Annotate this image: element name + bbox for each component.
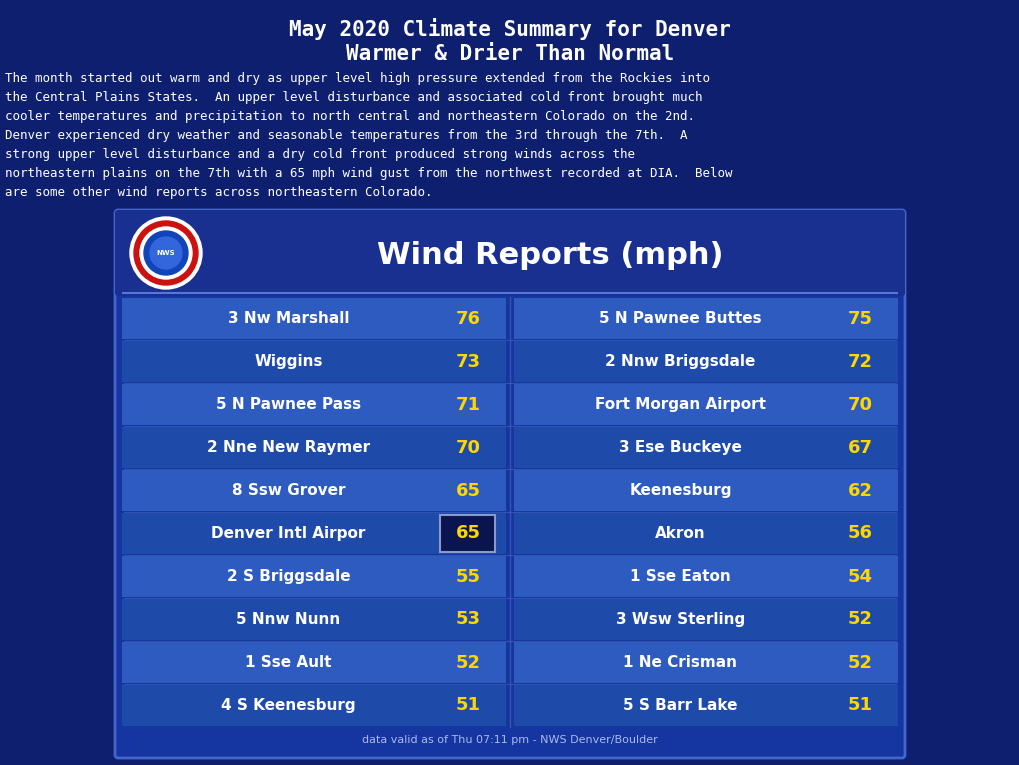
Text: Wind Reports (mph): Wind Reports (mph): [376, 240, 722, 269]
Text: data valid as of Thu 07:11 pm - NWS Denver/Boulder: data valid as of Thu 07:11 pm - NWS Denv…: [362, 735, 657, 745]
Circle shape: [129, 217, 202, 289]
Text: 76: 76: [455, 310, 480, 327]
FancyBboxPatch shape: [115, 210, 904, 758]
Text: 5 S Barr Lake: 5 S Barr Lake: [623, 698, 737, 713]
Circle shape: [133, 221, 198, 285]
Text: 3 Wsw Sterling: 3 Wsw Sterling: [615, 612, 745, 627]
Text: 51: 51: [455, 696, 480, 715]
Text: Denver Intl Airpor: Denver Intl Airpor: [211, 526, 366, 541]
Text: The month started out warm and dry as upper level high pressure extended from th: The month started out warm and dry as up…: [5, 72, 709, 85]
Bar: [122, 427, 505, 468]
Text: 2 Nne New Raymer: 2 Nne New Raymer: [207, 440, 370, 455]
Bar: [122, 556, 505, 597]
Text: 72: 72: [847, 353, 871, 370]
Text: 55: 55: [455, 568, 480, 585]
Bar: [440, 515, 495, 552]
Circle shape: [150, 237, 181, 269]
Bar: [122, 513, 505, 554]
Text: 5 Nnw Nunn: 5 Nnw Nunn: [236, 612, 340, 627]
Bar: [514, 556, 897, 597]
Text: Warmer & Drier Than Normal: Warmer & Drier Than Normal: [345, 44, 674, 64]
Text: 4 S Keenesburg: 4 S Keenesburg: [221, 698, 356, 713]
Text: Wiggins: Wiggins: [254, 354, 322, 369]
Text: 3 Ese Buckeye: 3 Ese Buckeye: [619, 440, 741, 455]
Text: May 2020 Climate Summary for Denver: May 2020 Climate Summary for Denver: [288, 18, 731, 40]
Text: 65: 65: [455, 525, 480, 542]
Bar: [514, 599, 897, 640]
Text: 75: 75: [847, 310, 871, 327]
Bar: [514, 685, 897, 726]
Text: 52: 52: [455, 653, 480, 672]
Bar: [122, 599, 505, 640]
Text: cooler temperatures and precipitation to north central and northeastern Colorado: cooler temperatures and precipitation to…: [5, 110, 694, 123]
Text: 1 Sse Eaton: 1 Sse Eaton: [630, 569, 731, 584]
Bar: [122, 642, 505, 683]
Text: Keenesburg: Keenesburg: [629, 483, 731, 498]
Bar: [514, 427, 897, 468]
Text: 54: 54: [847, 568, 871, 585]
Bar: [122, 298, 505, 339]
Text: strong upper level disturbance and a dry cold front produced strong winds across: strong upper level disturbance and a dry…: [5, 148, 635, 161]
Bar: [122, 470, 505, 511]
Text: northeastern plains on the 7th with a 65 mph wind gust from the northwest record: northeastern plains on the 7th with a 65…: [5, 167, 732, 180]
Circle shape: [144, 231, 187, 275]
Text: 67: 67: [847, 438, 871, 457]
Bar: [122, 341, 505, 382]
Circle shape: [140, 227, 192, 279]
Bar: [514, 384, 897, 425]
FancyBboxPatch shape: [115, 210, 904, 296]
Text: 56: 56: [847, 525, 871, 542]
Text: Denver experienced dry weather and seasonable temperatures from the 3rd through : Denver experienced dry weather and seaso…: [5, 129, 687, 142]
Text: 70: 70: [455, 438, 480, 457]
Text: 73: 73: [455, 353, 480, 370]
Text: Akron: Akron: [654, 526, 705, 541]
Text: 70: 70: [847, 396, 871, 414]
Bar: [514, 341, 897, 382]
Text: 65: 65: [455, 481, 480, 500]
Text: NWS: NWS: [157, 250, 175, 256]
Text: 2 Nnw Briggsdale: 2 Nnw Briggsdale: [604, 354, 755, 369]
Text: 1 Ne Crisman: 1 Ne Crisman: [623, 655, 737, 670]
Text: 5 N Pawnee Pass: 5 N Pawnee Pass: [216, 397, 361, 412]
Bar: [122, 685, 505, 726]
Bar: [514, 470, 897, 511]
Text: are some other wind reports across northeastern Colorado.: are some other wind reports across north…: [5, 186, 432, 199]
Text: the Central Plains States.  An upper level disturbance and associated cold front: the Central Plains States. An upper leve…: [5, 91, 702, 104]
Bar: [514, 298, 897, 339]
Text: 52: 52: [847, 610, 871, 629]
Text: 71: 71: [455, 396, 480, 414]
Text: 62: 62: [847, 481, 871, 500]
Text: 52: 52: [847, 653, 871, 672]
Text: 2 S Briggsdale: 2 S Briggsdale: [226, 569, 350, 584]
Text: 5 N Pawnee Buttes: 5 N Pawnee Buttes: [598, 311, 761, 326]
Text: 53: 53: [455, 610, 480, 629]
Text: 3 Nw Marshall: 3 Nw Marshall: [227, 311, 348, 326]
Bar: [514, 513, 897, 554]
Text: 8 Ssw Grover: 8 Ssw Grover: [231, 483, 344, 498]
Bar: [514, 642, 897, 683]
Text: Fort Morgan Airport: Fort Morgan Airport: [594, 397, 765, 412]
Text: 51: 51: [847, 696, 871, 715]
Text: 1 Sse Ault: 1 Sse Ault: [245, 655, 331, 670]
Bar: [122, 384, 505, 425]
